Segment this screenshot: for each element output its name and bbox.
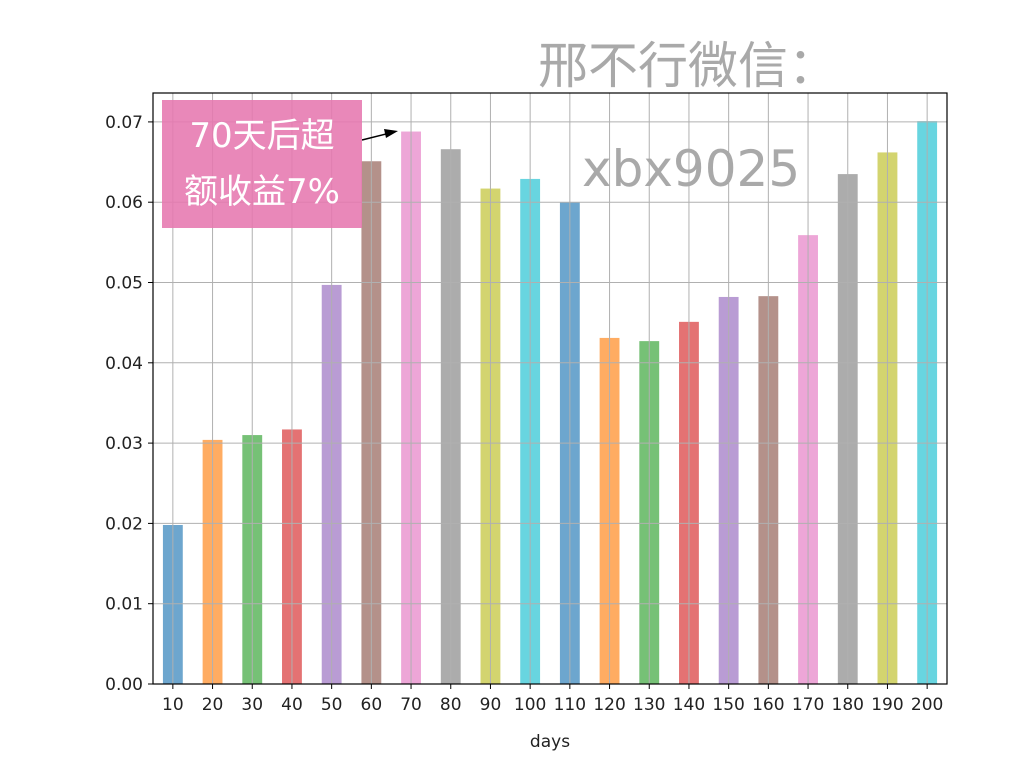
y-tick-label: 0.06 xyxy=(105,193,143,213)
x-tick-label: 70 xyxy=(400,695,422,715)
annotation-box: 70天后超 额收益7% xyxy=(162,100,362,228)
annotation-line1: 70天后超 xyxy=(189,116,335,156)
x-tick-label: 80 xyxy=(440,695,462,715)
annotation-line2: 额收益7% xyxy=(184,172,340,212)
x-tick-label: 180 xyxy=(832,695,864,715)
x-axis-label: days xyxy=(530,732,570,752)
x-tick-label: 110 xyxy=(554,695,586,715)
y-tick-label: 0.02 xyxy=(105,514,143,534)
x-tick-label: 200 xyxy=(911,695,943,715)
x-tick-label: 170 xyxy=(792,695,824,715)
watermark-line1: 邢不行微信： xyxy=(538,37,838,95)
x-tick-label: 20 xyxy=(202,695,224,715)
x-tick-label: 10 xyxy=(162,695,184,715)
x-tick-label: 50 xyxy=(321,695,343,715)
y-tick-label: 0.05 xyxy=(105,274,143,294)
y-tick-label: 0.00 xyxy=(105,675,143,695)
x-tick-label: 150 xyxy=(712,695,744,715)
x-tick-label: 120 xyxy=(593,695,625,715)
x-tick-label: 40 xyxy=(281,695,303,715)
x-tick-label: 140 xyxy=(673,695,705,715)
watermark-line2: xbx9025 xyxy=(582,140,801,198)
y-tick-label: 0.01 xyxy=(105,595,143,615)
x-tick-label: 100 xyxy=(514,695,546,715)
x-tick-label: 90 xyxy=(480,695,502,715)
x-tick-label: 30 xyxy=(241,695,263,715)
x-tick-label: 190 xyxy=(871,695,903,715)
y-tick-label: 0.04 xyxy=(105,354,143,374)
y-tick-label: 0.07 xyxy=(105,113,143,133)
x-tick-label: 60 xyxy=(361,695,383,715)
x-tick-label: 130 xyxy=(633,695,665,715)
annotation-arrowhead xyxy=(384,129,398,138)
plot-frame xyxy=(152,92,948,685)
y-tick-label: 0.03 xyxy=(105,434,143,454)
x-tick-label: 160 xyxy=(752,695,784,715)
